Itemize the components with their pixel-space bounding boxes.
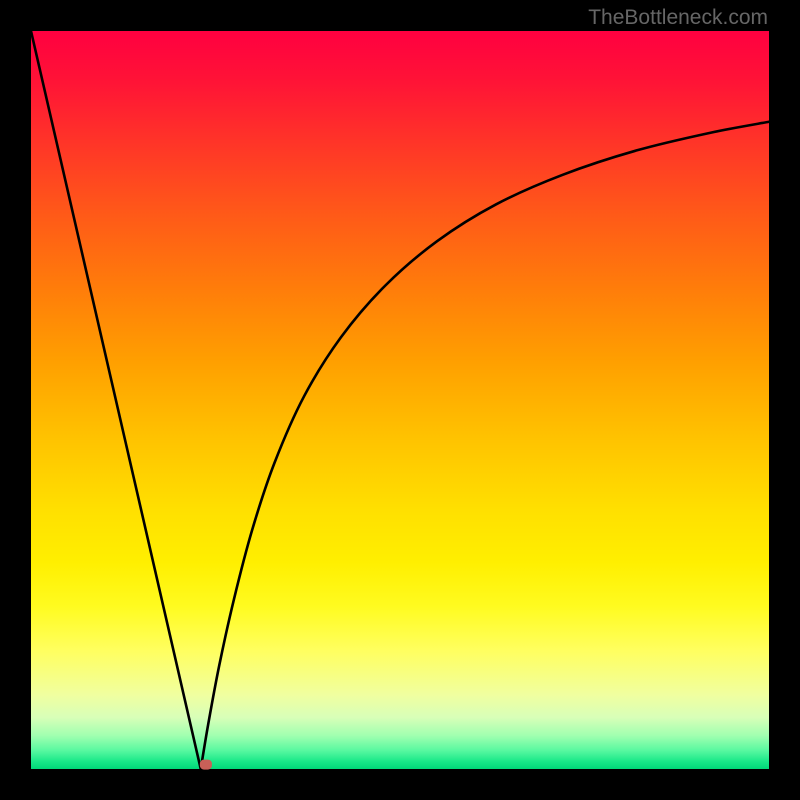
chart-stage: TheBottleneck.com <box>0 0 800 800</box>
bottleneck-chart-svg <box>0 0 800 800</box>
watermark-text: TheBottleneck.com <box>588 6 768 30</box>
minimum-marker <box>200 760 212 770</box>
plot-area <box>31 31 769 769</box>
